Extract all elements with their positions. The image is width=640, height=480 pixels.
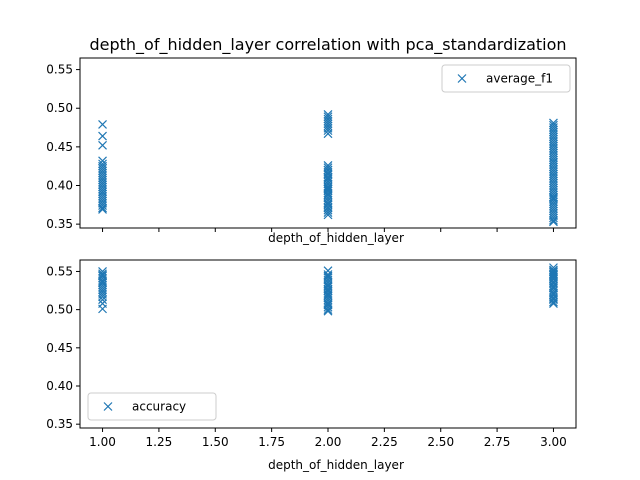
chart-title: depth_of_hidden_layer correlation with p… bbox=[89, 35, 566, 55]
data-point bbox=[323, 203, 333, 213]
y-tick-label: 0.35 bbox=[46, 217, 73, 231]
data-point bbox=[549, 157, 558, 167]
y-tick-label: 0.55 bbox=[46, 264, 73, 278]
legend: average_f1 bbox=[441, 64, 571, 93]
data-point bbox=[549, 217, 558, 227]
data-point bbox=[323, 306, 333, 316]
data-point bbox=[549, 213, 558, 223]
data-point bbox=[549, 294, 558, 304]
legend-box bbox=[87, 392, 217, 421]
top-axes: 0.35 0.40 0.45 0.50 0.55 depth_of_hidden_laye… bbox=[46, 57, 577, 245]
y-tick-label: 0.35 bbox=[46, 417, 73, 431]
data-point bbox=[323, 177, 333, 187]
x-tick-label: 1.00 bbox=[89, 435, 116, 449]
legend-marker bbox=[103, 402, 113, 411]
data-point bbox=[323, 271, 333, 281]
x-tick-label: 1.75 bbox=[258, 435, 285, 449]
bottom-axes: 0.35 0.40 0.45 0.50 0.55 1.00 1.25 1.50 1.75 2.00… bbox=[46, 259, 577, 472]
data-point bbox=[549, 215, 558, 225]
data-point bbox=[98, 270, 107, 280]
x-tick-label: 2.25 bbox=[371, 435, 398, 449]
x-tick-label: 3.00 bbox=[540, 435, 567, 449]
data-point bbox=[549, 193, 558, 203]
data-point bbox=[323, 169, 333, 179]
y-tick-label: 0.40 bbox=[46, 379, 73, 393]
x-tick-label: 1.50 bbox=[202, 435, 229, 449]
data-point bbox=[98, 187, 107, 197]
data-point bbox=[323, 165, 333, 175]
data-point bbox=[549, 297, 558, 307]
data-point bbox=[323, 299, 333, 309]
data-point bbox=[323, 199, 333, 209]
y-tick-label: 0.45 bbox=[46, 341, 73, 355]
y-tick-label: 0.45 bbox=[46, 140, 73, 154]
series-markers bbox=[98, 109, 558, 227]
y-tick-label: 0.55 bbox=[46, 63, 73, 77]
x-tick-label: 2.00 bbox=[315, 435, 342, 449]
data-point bbox=[323, 210, 333, 220]
data-point bbox=[98, 131, 107, 141]
data-point bbox=[98, 277, 107, 287]
data-point bbox=[323, 126, 333, 136]
legend: accuracy bbox=[87, 392, 217, 421]
y-tick-label: 0.50 bbox=[46, 101, 73, 115]
legend-label: accuracy bbox=[132, 400, 186, 414]
x-tick-label: 1.25 bbox=[146, 435, 173, 449]
data-point bbox=[549, 270, 558, 280]
data-point bbox=[98, 295, 107, 305]
y-tick-label: 0.50 bbox=[46, 303, 73, 317]
data-point bbox=[323, 129, 333, 139]
data-point bbox=[98, 120, 107, 129]
data-point bbox=[323, 286, 333, 295]
legend-label: average_f1 bbox=[486, 72, 553, 86]
data-point bbox=[323, 302, 333, 312]
x-tick-label: 2.50 bbox=[427, 435, 454, 449]
data-point bbox=[98, 205, 107, 214]
x-tick-label: 2.75 bbox=[484, 435, 511, 449]
x-axis-label: depth_of_hidden_layer bbox=[268, 231, 404, 245]
data-point bbox=[98, 201, 107, 211]
data-point bbox=[98, 304, 107, 314]
data-point bbox=[323, 184, 333, 194]
x-axis-label: depth_of_hidden_layer bbox=[268, 458, 404, 472]
data-point bbox=[98, 203, 107, 213]
legend-box bbox=[441, 64, 571, 93]
data-point bbox=[323, 173, 333, 183]
data-point bbox=[98, 140, 107, 150]
y-tick-label: 0.40 bbox=[46, 179, 73, 193]
data-point bbox=[549, 283, 558, 292]
series-markers bbox=[98, 263, 558, 316]
legend-marker bbox=[457, 74, 467, 83]
data-point bbox=[549, 267, 558, 276]
data-point bbox=[98, 292, 107, 302]
